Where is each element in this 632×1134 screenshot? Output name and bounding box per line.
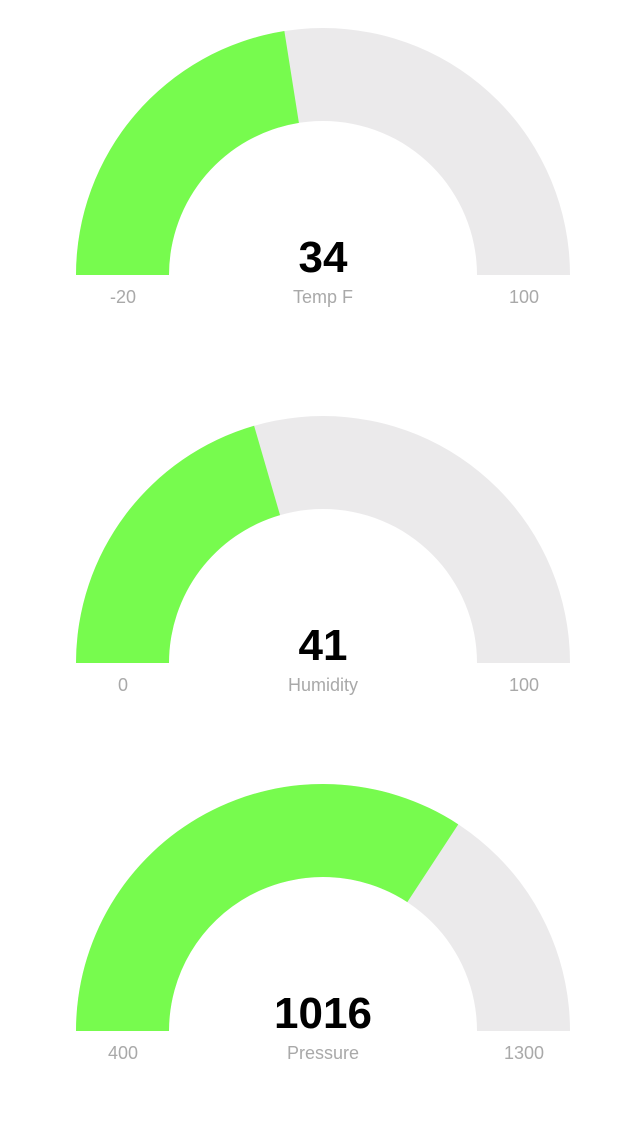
gauge-fill — [76, 31, 299, 275]
gauge-max-label: 100 — [508, 675, 540, 695]
gauge-title: Humidity — [287, 675, 358, 695]
gauge-pressure: 1016 400 Pressure 1300 — [0, 756, 632, 1076]
gauge-value: 34 — [298, 233, 348, 282]
gauge-pressure-svg — [75, 783, 570, 1031]
gauge-max-label: 1300 — [503, 1043, 545, 1063]
gauge-temperature-svg — [76, 28, 570, 275]
gauge-fill — [76, 425, 281, 663]
gauge-value: 41 — [298, 621, 348, 670]
gauge-min-label: -20 — [109, 287, 136, 307]
gauge-value: 1016 — [274, 989, 372, 1038]
gauge-title: Temp F — [292, 287, 353, 307]
gauge-fill — [75, 783, 459, 1031]
gauge-min-label: 400 — [107, 1043, 139, 1063]
gauge-humidity-svg — [76, 416, 570, 663]
gauge-title: Pressure — [286, 1043, 360, 1063]
gauge-min-label: 0 — [117, 675, 128, 695]
gauge-max-label: 100 — [508, 287, 540, 307]
gauge-temperature: 34 -20 Temp F 100 — [0, 0, 632, 320]
gauge-humidity: 41 0 Humidity 100 — [0, 388, 632, 708]
